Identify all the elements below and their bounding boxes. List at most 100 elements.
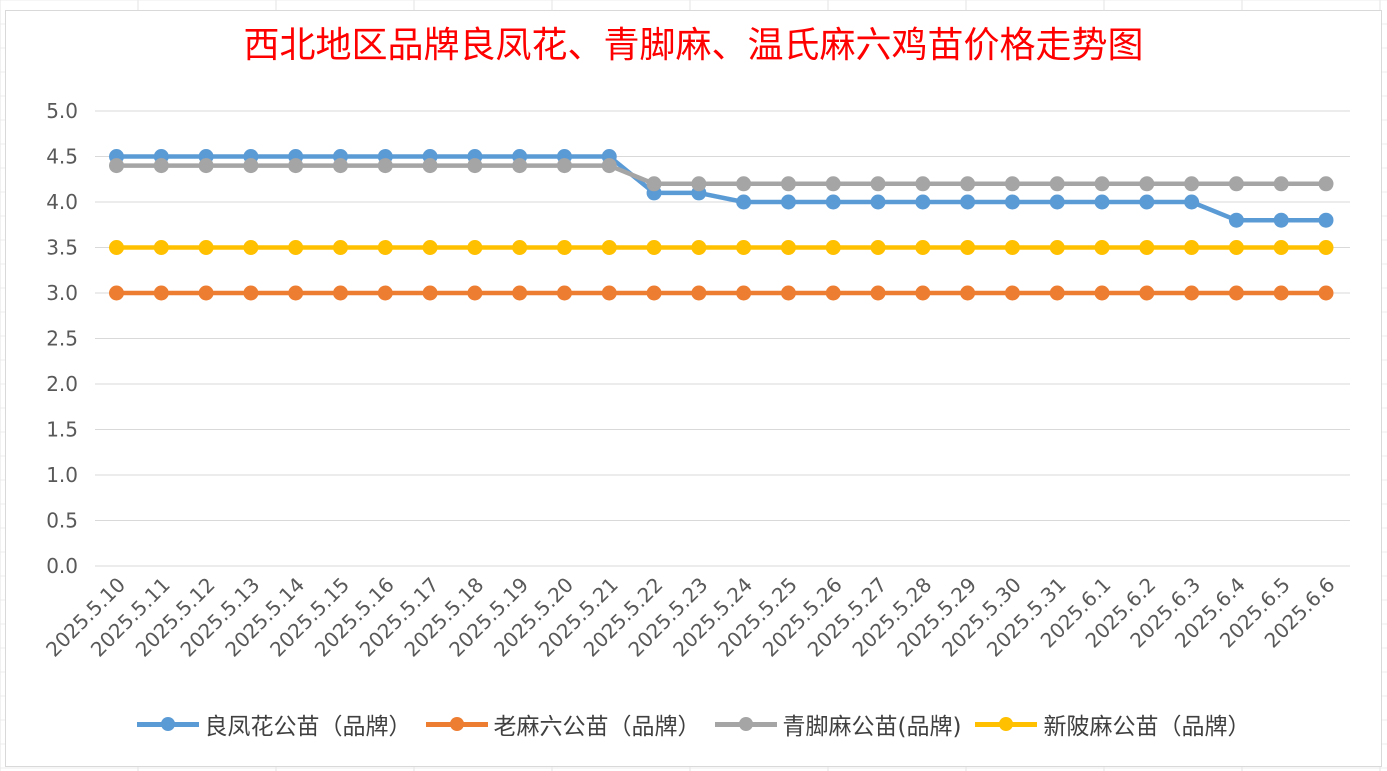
data-point — [960, 194, 976, 210]
data-point — [825, 176, 841, 192]
data-point — [691, 285, 707, 301]
data-point — [288, 158, 304, 174]
data-point — [467, 285, 483, 301]
data-point — [780, 176, 796, 192]
data-point — [1184, 240, 1200, 255]
legend-marker — [136, 714, 199, 734]
legend-label: 老麻六公苗（品牌） — [493, 714, 701, 740]
data-point — [198, 158, 214, 174]
data-point — [243, 240, 259, 255]
data-point — [422, 285, 438, 301]
chart-area[interactable] — [5, 10, 1382, 767]
data-point — [691, 240, 707, 255]
data-point — [1094, 240, 1110, 255]
data-point — [109, 240, 124, 255]
gridlines — [95, 110, 1350, 567]
chart-title: 西北地区品牌良凤花、青脚麻、温氏麻六鸡苗价格走势图 — [243, 25, 1144, 66]
data-point — [646, 240, 662, 255]
data-point — [825, 285, 841, 301]
y-axis-tick-labels: 0.0 0.5 1.0 1.5 2.0 2.5 3.0 3.5 4.0 4.5 5.0 — [46, 99, 78, 578]
data-point — [1273, 285, 1289, 301]
legend-label: 青脚麻公苗(品牌) — [782, 714, 962, 740]
y-tick-label: 3.5 — [46, 236, 78, 260]
y-tick-label: 4.0 — [46, 190, 78, 214]
data-point — [109, 158, 124, 174]
data-point — [1094, 176, 1110, 192]
data-point — [512, 158, 528, 174]
y-tick-label: 0.0 — [46, 554, 78, 578]
data-point — [1139, 285, 1155, 301]
y-tick-label: 2.5 — [46, 327, 78, 351]
data-point — [1004, 176, 1020, 192]
data-point — [780, 194, 796, 210]
legend-marker — [975, 714, 1038, 734]
data-point — [1228, 240, 1244, 255]
data-point — [646, 285, 662, 301]
data-point — [1049, 176, 1065, 192]
y-tick-label: 1.5 — [46, 418, 78, 442]
data-point — [198, 285, 214, 301]
data-point — [960, 285, 976, 301]
data-point — [332, 158, 348, 174]
data-point — [153, 158, 169, 174]
data-point — [646, 176, 662, 192]
data-point — [1318, 212, 1334, 228]
data-point — [601, 285, 617, 301]
series-1 — [109, 285, 1334, 301]
data-point — [467, 240, 483, 255]
data-point — [153, 240, 169, 255]
data-point — [377, 240, 393, 255]
data-point — [1184, 176, 1200, 192]
legend-item-3: 新陂麻公苗（品牌） — [975, 707, 1250, 741]
y-tick-label: 3.0 — [46, 281, 78, 305]
series-3 — [109, 240, 1334, 255]
data-point — [332, 240, 348, 255]
data-point — [1094, 194, 1110, 210]
data-point — [288, 285, 304, 301]
data-point — [601, 158, 617, 174]
legend-label: 新陂麻公苗（品牌） — [1043, 714, 1251, 740]
data-point — [601, 240, 617, 255]
data-point — [736, 194, 752, 210]
legend-label: 良凤花公苗（品牌） — [204, 714, 412, 740]
series-line-2 — [116, 163, 1326, 187]
x-axis-tick-labels: 2025.5.102025.5.112025.5.122025.5.132025… — [41, 573, 1339, 662]
data-point — [556, 240, 572, 255]
data-point — [960, 240, 976, 255]
data-point — [1004, 285, 1020, 301]
data-point — [377, 285, 393, 301]
data-point — [870, 240, 886, 255]
data-point — [870, 176, 886, 192]
legend: 良凤花公苗（品牌） 老麻六公苗（品牌） 青脚麻公苗(品牌) 新陂麻公苗（品牌） — [0, 704, 1387, 744]
data-point — [825, 194, 841, 210]
data-point — [915, 285, 931, 301]
y-tick-label: 0.5 — [46, 509, 78, 533]
y-tick-label: 5.0 — [46, 99, 78, 123]
data-point — [915, 240, 931, 255]
data-point — [556, 158, 572, 174]
data-point — [870, 285, 886, 301]
data-point — [243, 285, 259, 301]
legend-item-0: 良凤花公苗（品牌） — [136, 707, 412, 741]
data-point — [1273, 240, 1289, 255]
data-point — [1004, 240, 1020, 255]
data-point — [825, 240, 841, 255]
legend-marker — [714, 714, 777, 734]
series-2 — [109, 158, 1334, 192]
data-point — [915, 176, 931, 192]
legend-item-2: 青脚麻公苗(品牌) — [714, 707, 962, 741]
data-point — [1004, 194, 1020, 210]
data-point — [691, 176, 707, 192]
data-point — [1184, 285, 1200, 301]
data-point — [556, 285, 572, 301]
data-point — [1184, 194, 1200, 210]
data-point — [915, 194, 931, 210]
data-point — [512, 240, 528, 255]
data-point — [1139, 194, 1155, 210]
data-point — [1094, 285, 1110, 301]
data-point — [1228, 285, 1244, 301]
data-point — [1318, 240, 1334, 255]
y-tick-label: 2.0 — [46, 372, 78, 396]
data-point — [1139, 176, 1155, 192]
